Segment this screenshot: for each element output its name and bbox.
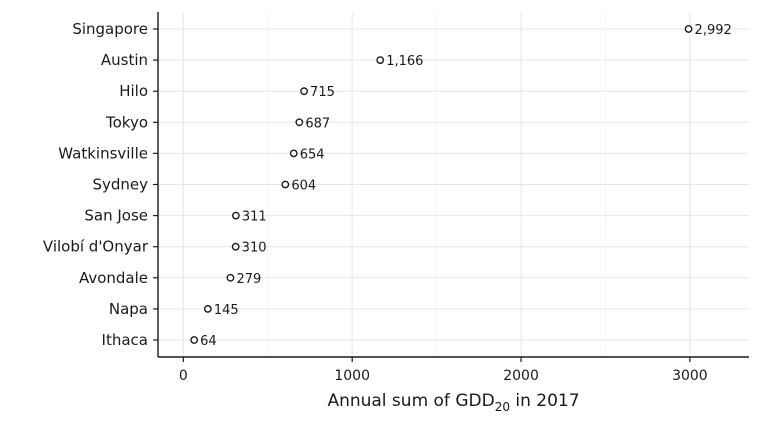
data-point	[281, 180, 290, 189]
category-label: Singapore	[72, 20, 148, 38]
x-tick-label: 3000	[672, 368, 708, 384]
data-point	[231, 242, 240, 251]
data-label: 145	[214, 303, 239, 318]
data-point	[684, 25, 693, 33]
data-point	[376, 56, 385, 64]
category-label: Austin	[101, 51, 148, 69]
category-label: San Jose	[84, 207, 148, 225]
data-labels: 2,992 1,166 715 687 654 604 311 310 279 145 64	[200, 23, 732, 349]
x-tick-label: 0	[179, 368, 188, 384]
data-label: 715	[310, 85, 335, 100]
data-point	[190, 336, 199, 344]
data-point	[300, 87, 308, 96]
data-label: 310	[242, 241, 267, 256]
data-label: 2,992	[695, 23, 732, 38]
x-axis-title: Annual sum of GDD20 in 2017	[327, 391, 579, 414]
category-label: Vilobí d'Onyar	[43, 238, 149, 256]
x-axis-title-suffix: in 2017	[510, 391, 580, 411]
category-label: Ithaca	[102, 331, 148, 349]
category-labels: Singapore Austin Hilo Tokyo Watkinsville Sydn…	[43, 20, 158, 349]
x-axis-title-main: Annual sum of GDD	[327, 391, 494, 411]
x-tick-label: 2000	[503, 368, 539, 384]
category-label: Avondale	[79, 269, 148, 287]
data-label: 64	[200, 334, 217, 349]
category-label: Watkinsville	[58, 144, 148, 162]
data-label: 279	[236, 272, 261, 287]
data-point	[289, 149, 298, 158]
x-axis-title-subscript: 20	[495, 400, 510, 414]
data-label: 654	[300, 147, 325, 162]
data-point	[231, 211, 240, 220]
data-point	[203, 304, 212, 313]
x-tick-label: 1000	[334, 368, 370, 384]
data-label: 604	[291, 179, 316, 194]
data-label: 1,166	[386, 54, 423, 69]
category-label: Sydney	[92, 176, 148, 194]
category-label: Napa	[109, 300, 148, 318]
category-label: Hilo	[119, 82, 148, 100]
data-points	[190, 25, 693, 344]
category-label: Tokyo	[105, 113, 148, 131]
grid-lines	[158, 12, 749, 357]
x-axis-ticks: 0 1000 2000 3000	[179, 357, 708, 384]
data-label: 311	[242, 210, 267, 225]
data-point	[295, 118, 304, 127]
data-label: 687	[305, 116, 330, 131]
data-point	[226, 273, 235, 282]
